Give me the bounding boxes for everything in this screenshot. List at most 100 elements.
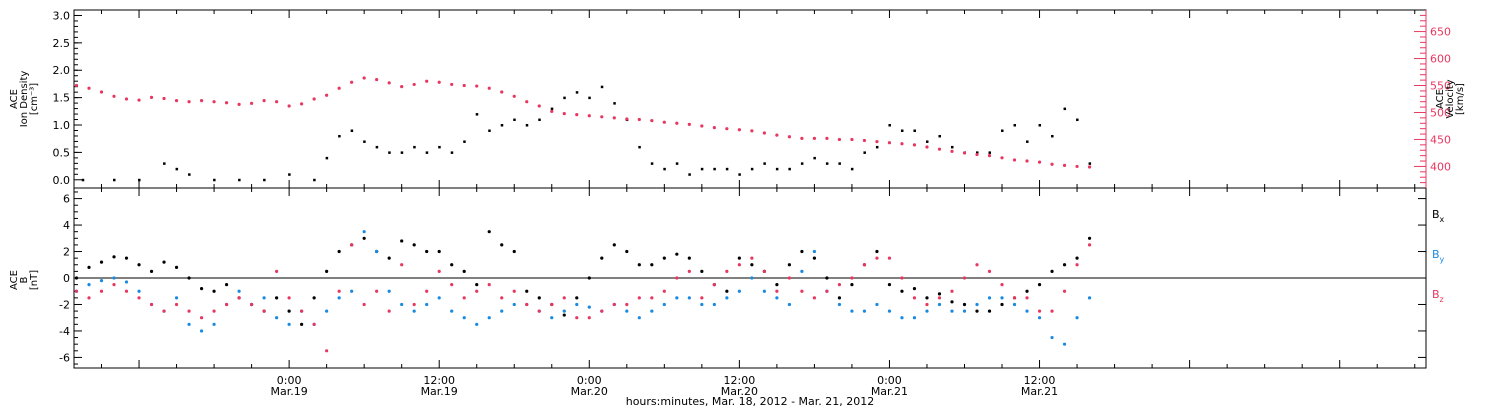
by-point [174, 296, 179, 300]
bx-point [962, 302, 967, 307]
by-point [550, 316, 554, 320]
velocity-point [112, 94, 116, 98]
velocity-point [475, 84, 479, 88]
velocity-point [587, 114, 591, 118]
velocity-point [312, 97, 316, 101]
bx-point [575, 296, 579, 300]
velocity-point [437, 80, 441, 84]
density-point [600, 85, 604, 89]
velocity-point [925, 145, 929, 149]
bx-point [362, 236, 366, 240]
velocity-point [262, 99, 266, 103]
velocity-point [912, 143, 917, 147]
series-velocity [74, 76, 1092, 169]
by-point [262, 296, 266, 300]
by-point [512, 302, 516, 307]
bz-point [1025, 296, 1029, 300]
bx-point [99, 260, 104, 264]
density-point [976, 151, 979, 154]
density-point [213, 178, 216, 182]
density-point [1026, 140, 1029, 143]
by-point [937, 302, 942, 307]
y2-tick-label: 450 [1430, 133, 1451, 146]
by-point [275, 316, 279, 320]
bx-point [662, 256, 666, 260]
panel1-y2-label-line: ACE [1435, 89, 1446, 109]
bz-point [249, 302, 254, 307]
velocity-point [275, 100, 279, 104]
bz-point [1050, 309, 1054, 313]
density-point [350, 129, 354, 132]
bz-point [74, 289, 79, 293]
bz-point [512, 289, 516, 293]
by-point [812, 249, 817, 254]
y-tick-label: 3.0 [53, 9, 71, 22]
density-point [738, 173, 741, 176]
y-tick-label: -2 [59, 298, 70, 311]
velocity-point [700, 124, 704, 128]
panel1-y-label: ACE Ion Density [cm⁻³] [9, 71, 40, 128]
by-point [587, 305, 591, 309]
bz-point [625, 302, 629, 307]
bz-point [350, 243, 354, 247]
by-point [362, 230, 366, 234]
velocity-point [512, 94, 516, 98]
velocity-point [575, 113, 579, 117]
bx-point [725, 289, 729, 293]
density-point [388, 151, 391, 154]
density-point [1038, 124, 1042, 127]
density-point [925, 140, 929, 143]
bx-point [1037, 283, 1042, 287]
velocity-point [712, 125, 716, 130]
density-point [563, 96, 566, 100]
velocity-point [1075, 164, 1079, 169]
bz-point [300, 309, 304, 313]
bz-point [962, 276, 967, 280]
panel1-y2-label-line: [km/s] [1455, 83, 1466, 115]
velocity-point [550, 109, 554, 114]
bz-point [387, 309, 391, 313]
density-point [450, 151, 454, 154]
velocity-point [900, 142, 904, 146]
density-point [138, 178, 141, 182]
y-tick-label: -6 [59, 351, 70, 364]
bz-point [312, 322, 316, 326]
bz-point [1000, 283, 1004, 287]
bx-point [287, 309, 291, 313]
density-point [575, 91, 579, 94]
bz-point [224, 302, 229, 307]
y-tick-label: 2.5 [53, 37, 71, 50]
by-point [212, 322, 216, 326]
density-point [438, 145, 441, 149]
bx-point [275, 296, 279, 300]
bz-point [174, 302, 179, 307]
y-tick-label: 0.0 [53, 174, 71, 187]
by-point [737, 289, 741, 293]
velocity-point [1050, 162, 1054, 166]
bx-point [337, 249, 341, 254]
by-point [962, 309, 967, 313]
by-point [400, 302, 404, 307]
legend-bz: Bz [1432, 288, 1444, 304]
bz-point [199, 316, 204, 320]
by-point [1000, 296, 1004, 300]
density-point [800, 162, 804, 165]
bz-point [537, 309, 541, 313]
density-point [588, 96, 591, 100]
x-tick-label-date: Mar.21 [1021, 385, 1058, 398]
bz-point [525, 302, 529, 307]
density-point [938, 134, 941, 138]
density-point [238, 178, 241, 182]
bz-point [325, 349, 329, 353]
bz-point [862, 263, 867, 267]
by-point [287, 322, 291, 326]
bz-point [787, 276, 791, 280]
bx-point [612, 243, 616, 247]
velocity-point [1087, 165, 1092, 169]
bx-point [525, 289, 529, 293]
density-point [725, 167, 729, 171]
by-point [637, 316, 641, 320]
density-point [675, 162, 679, 165]
bz-point [287, 296, 291, 300]
bx-point [875, 249, 879, 254]
